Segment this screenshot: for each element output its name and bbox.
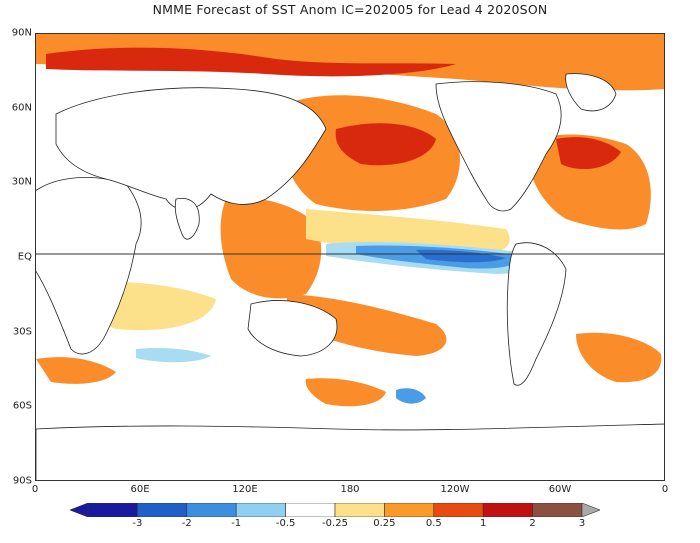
north-atlantic-warm <box>526 134 651 230</box>
lon-tick-label: 60E <box>130 484 150 495</box>
india <box>174 197 200 240</box>
colorbar-tick-label: -2 <box>181 518 192 529</box>
south-america <box>506 242 567 386</box>
lon-tick-label: 120E <box>232 484 258 495</box>
colorbar-tick-label: -0.25 <box>322 518 348 529</box>
south-atlantic-warm <box>576 332 662 383</box>
north-pacific-hot <box>335 123 436 166</box>
colorbar-tick-label: 3 <box>578 518 586 529</box>
colorbar-tick-label: -3 <box>132 518 143 529</box>
colorbar-tick-label: 1 <box>480 518 487 529</box>
west-pacific-warm <box>220 197 322 299</box>
eurasia <box>55 87 327 211</box>
sst-anomaly-map <box>35 33 665 481</box>
equatorial-cool-core <box>416 249 506 263</box>
colorbar-segment <box>87 503 138 517</box>
southern-indian-cool <box>136 347 211 363</box>
colorbar-segment <box>482 503 533 517</box>
arctic-warm-band <box>36 34 664 91</box>
continents <box>36 73 664 480</box>
colorbar-tick-label: 0.5 <box>425 518 442 529</box>
greenland <box>565 73 617 112</box>
southern-ocean-warm <box>305 378 386 407</box>
colorbar-segment <box>384 503 435 517</box>
north-america <box>435 81 562 212</box>
colorbar <box>70 503 600 517</box>
colorbar-segment <box>186 503 237 517</box>
arctic-hot-band <box>46 47 456 77</box>
antarctica <box>36 423 664 480</box>
lon-tick-label: 60W <box>548 484 572 495</box>
lon-tick-label: 120W <box>440 484 470 495</box>
map-svg <box>36 34 664 480</box>
colorbar-tick-label: -1 <box>231 518 242 529</box>
lat-tick-label: 60N <box>11 102 32 114</box>
lat-tick-label: 60S <box>12 400 32 412</box>
lat-tick-label: EQ <box>17 251 32 263</box>
colorbar-high-extend <box>581 503 600 517</box>
australia <box>247 300 338 357</box>
lon-tick-label: 180 <box>340 484 360 495</box>
colorbar-segment <box>532 503 583 517</box>
lon-tick-label: 0 <box>31 484 39 495</box>
south-pacific-warm <box>286 294 447 356</box>
south-pacific-cool-patch <box>396 388 426 404</box>
southwest-indian-warm <box>36 357 116 384</box>
lat-tick-label: 30N <box>11 176 32 188</box>
lon-tick-label: 0 <box>661 484 669 495</box>
colorbar-segment <box>235 503 286 517</box>
north-atlantic-hot <box>556 137 621 170</box>
lat-tick-label: 90N <box>11 27 32 39</box>
lat-tick-label: 30S <box>12 326 32 338</box>
colorbar-segment <box>334 503 385 517</box>
colorbar-low-extend <box>70 503 89 517</box>
colorbar-segment <box>433 503 484 517</box>
colorbar-tick-label: 2 <box>529 518 536 529</box>
lat-tick-label: 90S <box>12 475 32 487</box>
colorbar-tick-label: -0.5 <box>275 518 296 529</box>
colorbar-tick-label: 0.25 <box>373 518 396 529</box>
colorbar-segment <box>285 503 336 517</box>
colorbar-segment <box>137 503 188 517</box>
map-title: NMME Forecast of SST Anom IC=202005 for … <box>152 2 548 17</box>
